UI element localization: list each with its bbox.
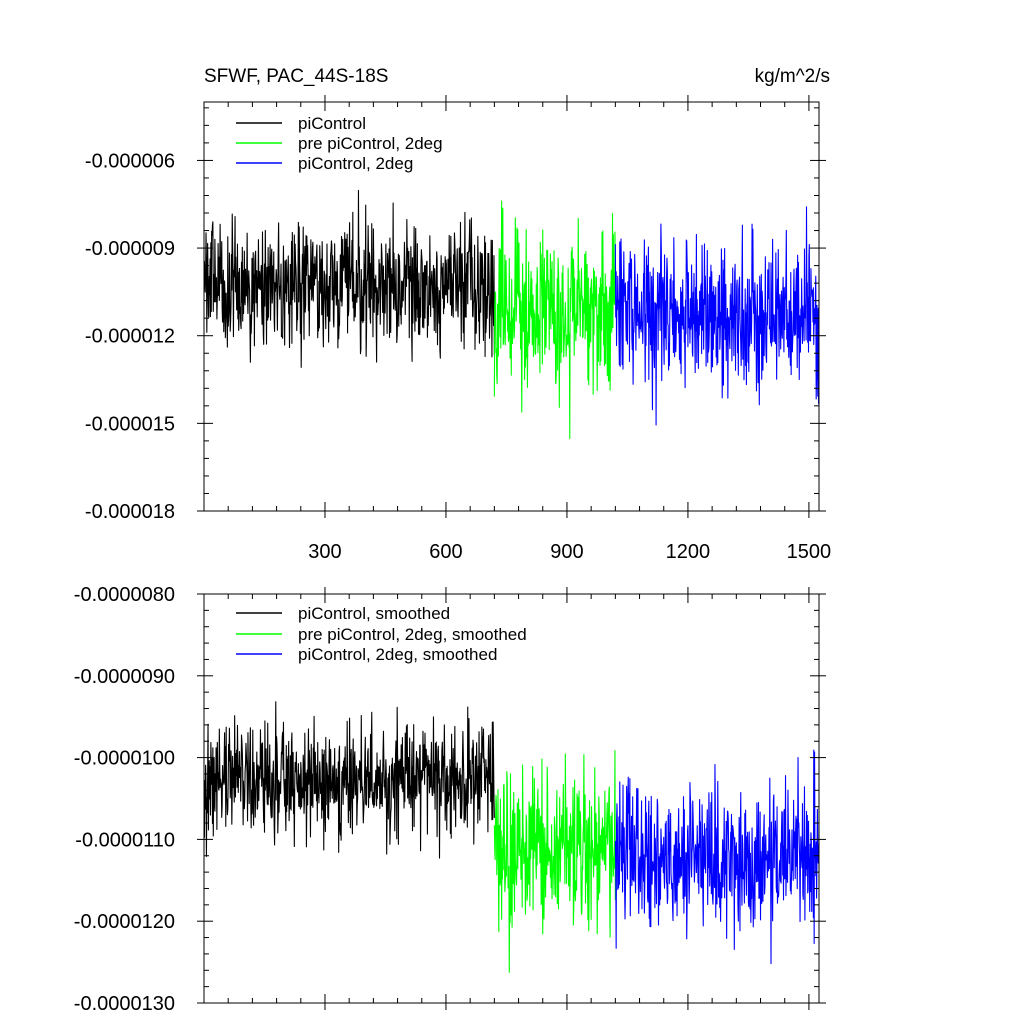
series-line — [203, 701, 495, 859]
y-tick-label: -0.0000120 — [74, 911, 175, 933]
y-tick-label: -0.000018 — [85, 501, 175, 523]
legend-entry-piControl-2deg-smoothed: piControl, 2deg, smoothed — [236, 645, 497, 664]
y-tick-label: -0.0000080 — [74, 584, 175, 606]
units-label: kg/m^2/s — [755, 66, 830, 87]
y-tick-label: -0.000015 — [85, 413, 175, 435]
series-line — [493, 750, 616, 973]
series-line — [614, 206, 820, 426]
legend-entry-piControl: piControl — [236, 114, 366, 133]
y-axis-ticks: -0.0000080 -0.0000090 -0.0000100 -0.0000110… — [74, 584, 826, 1015]
y-tick-label: -0.0000110 — [75, 829, 175, 851]
series-lines — [203, 189, 820, 440]
legend: piControl, smoothed pre piControl, 2deg,… — [236, 604, 527, 664]
legend-entry-pre-piControl-2deg: pre piControl, 2deg — [236, 134, 443, 153]
y-tick-label: -0.000012 — [85, 326, 175, 348]
x-axis-ticks: 300 600 900 1200 1500 — [227, 95, 832, 563]
x-tick-label: 1200 — [666, 541, 711, 563]
legend-label: piControl — [298, 114, 366, 133]
legend-label: piControl, 2deg — [298, 154, 413, 173]
y-tick-label: -0.0000100 — [74, 748, 175, 770]
series-line — [493, 200, 616, 440]
x-tick-label: 900 — [550, 541, 583, 563]
x-tick-label: 300 — [308, 541, 341, 563]
y-tick-label: -0.000009 — [85, 238, 175, 260]
legend-label: pre piControl, 2deg — [298, 134, 443, 153]
y-axis-ticks: -0.000006 -0.000009 -0.000012 -0.000015 -0.0… — [85, 107, 826, 523]
chart-title: SFWF, PAC_44S-18S — [204, 66, 388, 87]
legend-entry-piControl-2deg: piControl, 2deg — [236, 154, 413, 173]
series-line — [203, 189, 495, 368]
y-tick-label: -0.0000090 — [74, 666, 175, 688]
x-axis-ticks — [227, 587, 810, 1010]
series-lines — [203, 701, 820, 973]
y-tick-label: -0.000006 — [85, 150, 175, 172]
legend-entry-pre-piControl-2deg-smoothed: pre piControl, 2deg, smoothed — [236, 625, 527, 644]
series-line — [614, 749, 820, 965]
plot-frame — [203, 593, 820, 1004]
plot-frame — [203, 101, 820, 512]
top-chart-panel: SFWF, PAC_44S-18S kg/m^2/s 300 600 900 1200… — [85, 66, 831, 563]
y-tick-label: -0.0000130 — [74, 993, 175, 1015]
legend-label: pre piControl, 2deg, smoothed — [298, 625, 527, 644]
x-tick-label: 600 — [429, 541, 462, 563]
legend-label: piControl, smoothed — [298, 604, 450, 623]
bottom-chart-panel: -0.0000080 -0.0000090 -0.0000100 -0.0000110… — [74, 584, 826, 1015]
legend-entry-piControl-smoothed: piControl, smoothed — [236, 604, 450, 623]
legend: piControl pre piControl, 2deg piControl,… — [236, 114, 443, 173]
x-tick-label: 1500 — [787, 541, 832, 563]
legend-label: piControl, 2deg, smoothed — [298, 645, 497, 664]
